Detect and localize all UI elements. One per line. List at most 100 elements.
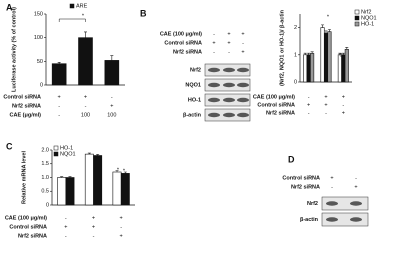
legend-label: HO-1: [361, 21, 374, 27]
bar: [57, 177, 67, 206]
blot-band: [208, 67, 220, 73]
condition-sign: +: [120, 215, 123, 221]
band-label: Nrf2: [190, 67, 201, 73]
error-bar: [57, 61, 61, 64]
condition-sign: -: [58, 103, 60, 109]
condition-sign: -: [325, 110, 327, 116]
error-bar: [303, 52, 307, 55]
condition-label: CAE (μg/ml): [10, 112, 42, 118]
condition-sign: +: [92, 215, 95, 221]
legend-swatch: [69, 3, 75, 9]
y-axis-label: Luciferase activity (% of control): [11, 7, 17, 92]
condition-label: Nrf2 siRNA: [266, 110, 295, 116]
bar: [323, 32, 329, 83]
condition-sign: -: [85, 103, 87, 109]
condition-sign: -: [120, 224, 122, 230]
condition-sign: -: [308, 110, 310, 116]
bar: [327, 31, 332, 83]
bar: [341, 54, 346, 83]
band-label: HO-1: [188, 97, 201, 103]
error-bar: [307, 52, 311, 55]
error-bar: [341, 52, 345, 55]
blot-strip: [321, 212, 369, 227]
blot-band: [326, 217, 338, 222]
bar: [84, 153, 94, 206]
error-bar: [338, 52, 342, 55]
condition-sign: +: [58, 94, 61, 100]
legend-swatch: [53, 145, 59, 151]
error-bar: [345, 47, 349, 50]
error-bar: [310, 51, 314, 54]
y-axis-label: (Nrf2, NQO1 or HO-1)/ β-actin: [279, 9, 285, 86]
blot-band: [208, 97, 220, 103]
bar: [337, 54, 342, 83]
error-bar: [60, 176, 64, 178]
condition-sign: 100: [81, 112, 90, 118]
condition-label: Control siRNA: [164, 40, 202, 46]
blot-band: [350, 217, 362, 222]
band-label: β-actin: [183, 112, 202, 118]
y-tick-label: 100: [34, 35, 43, 41]
condition-label: CAE (100 μg/ml): [253, 94, 295, 100]
condition-sign: -: [308, 94, 310, 100]
panel-letter: C: [6, 141, 13, 151]
condition-sign: -: [228, 49, 230, 55]
blot-band: [350, 201, 362, 206]
y-tick-label: 0: [40, 82, 43, 88]
annotation: *: [327, 14, 330, 20]
condition-label: CAE (100 μg/ml): [5, 215, 47, 221]
condition-sign: +: [354, 184, 357, 190]
blot-band: [237, 82, 249, 88]
legend-label: ARE: [76, 3, 88, 9]
condition-label: Nrf2 siRNA: [12, 103, 41, 109]
annotation: *: [82, 13, 85, 19]
condition-label: Control siRNA: [257, 102, 295, 108]
condition-sign: -: [58, 112, 60, 118]
blot-band: [223, 112, 235, 118]
y-tick-label: 0: [294, 79, 297, 85]
condition-sign: +: [342, 94, 345, 100]
condition-sign: +: [84, 94, 87, 100]
blot-band: [223, 82, 235, 88]
error-bar: [68, 176, 72, 178]
panel-letter: A: [6, 2, 13, 12]
legend-label: NQO1: [361, 15, 377, 21]
band-label: Nrf2: [307, 201, 318, 207]
bar: [78, 37, 93, 86]
condition-label: Nrf2 siRNA: [173, 49, 202, 55]
bar: [303, 54, 308, 83]
condition-sign: +: [324, 102, 327, 108]
bar: [306, 54, 311, 83]
condition-label: Nrf2 siRNA: [291, 184, 320, 190]
y-tick-label: 1: [294, 52, 297, 58]
condition-sign: -: [242, 40, 244, 46]
bar: [93, 155, 103, 206]
blot-band: [237, 97, 249, 103]
legend-swatch: [53, 151, 59, 157]
condition-sign: +: [241, 31, 244, 37]
error-bar: [324, 30, 328, 34]
error-bar: [321, 24, 325, 28]
condition-sign: -: [213, 31, 215, 37]
error-bar: [123, 171, 127, 174]
condition-sign: +: [342, 110, 345, 116]
bar: [120, 173, 130, 206]
condition-label: Control siRNA: [282, 175, 320, 181]
blot-band: [326, 201, 338, 206]
condition-label: Nrf2 siRNA: [18, 233, 47, 239]
condition-sign: -: [65, 233, 67, 239]
legend-label: Nrf2: [361, 9, 371, 15]
y-tick-label: 0: [46, 202, 49, 208]
condition-sign: +: [120, 233, 123, 239]
bar: [344, 49, 349, 83]
condition-sign: -: [331, 184, 333, 190]
blot-band: [223, 67, 235, 73]
condition-sign: -: [93, 233, 95, 239]
legend-swatch: [354, 9, 360, 15]
error-bar: [84, 31, 87, 38]
legend-swatch: [354, 21, 360, 27]
bar: [65, 177, 75, 206]
condition-sign: -: [65, 215, 67, 221]
legend-label: HO-1: [60, 145, 73, 151]
